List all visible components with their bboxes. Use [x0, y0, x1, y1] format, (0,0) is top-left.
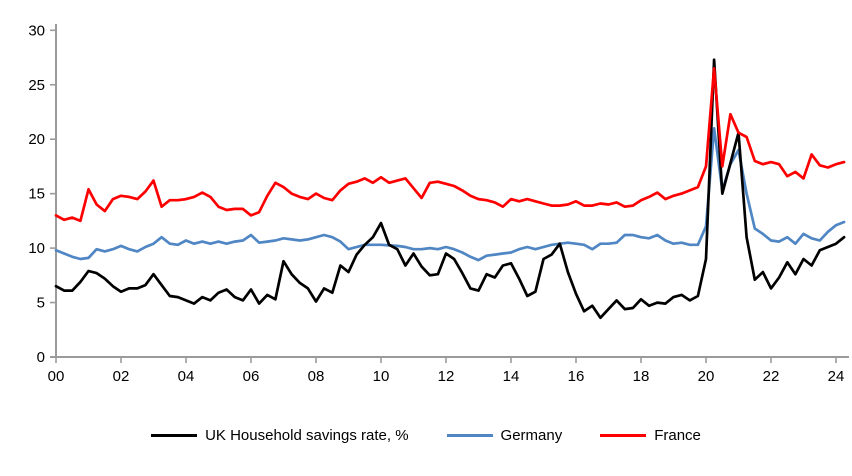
legend-item-france: France — [600, 427, 701, 444]
legend-label-uk: UK Household savings rate, % — [205, 427, 409, 444]
x-tick-label: 22 — [763, 368, 780, 385]
x-tick-label: 02 — [113, 368, 130, 385]
chart-plot-area: 0 5 10 15 20 25 30 00 02 04 06 08 10 12 14 16 18 20 22 24 — [28, 22, 849, 385]
y-tick-label: 25 — [28, 77, 45, 94]
x-tick-label: 20 — [698, 368, 715, 385]
x-tick-label: 14 — [503, 368, 520, 385]
x-tick-label: 10 — [373, 368, 390, 385]
legend-item-uk: UK Household savings rate, % — [151, 427, 409, 444]
chart-legend: UK Household savings rate, % Germany Fra… — [0, 427, 852, 444]
y-tick-label: 15 — [28, 186, 45, 203]
y-tick-label: 0 — [37, 349, 45, 366]
legend-label-france: France — [654, 427, 701, 444]
germany-line-swatch-icon — [446, 434, 493, 437]
legend-item-germany: Germany — [446, 427, 563, 444]
x-tick-label: 00 — [48, 368, 65, 385]
y-tick-label: 10 — [28, 240, 45, 257]
legend-label-germany: Germany — [500, 427, 563, 444]
x-tick-label: 12 — [438, 368, 455, 385]
france-line-swatch-icon — [600, 434, 647, 437]
x-tick-label: 06 — [243, 368, 260, 385]
series-line-uk — [54, 58, 846, 320]
y-tick-label: 5 — [37, 295, 45, 312]
series-line-germany — [54, 126, 846, 262]
y-tick-label: 20 — [28, 131, 45, 148]
uk-line-swatch-icon — [151, 434, 198, 437]
x-tick-label: 16 — [568, 368, 585, 385]
series-line-france — [54, 67, 846, 223]
y-tick-label: 30 — [28, 22, 45, 39]
x-tick-label: 08 — [308, 368, 325, 385]
x-tick-label: 24 — [828, 368, 845, 385]
x-tick-label: 18 — [633, 368, 650, 385]
x-tick-label: 04 — [178, 368, 195, 385]
